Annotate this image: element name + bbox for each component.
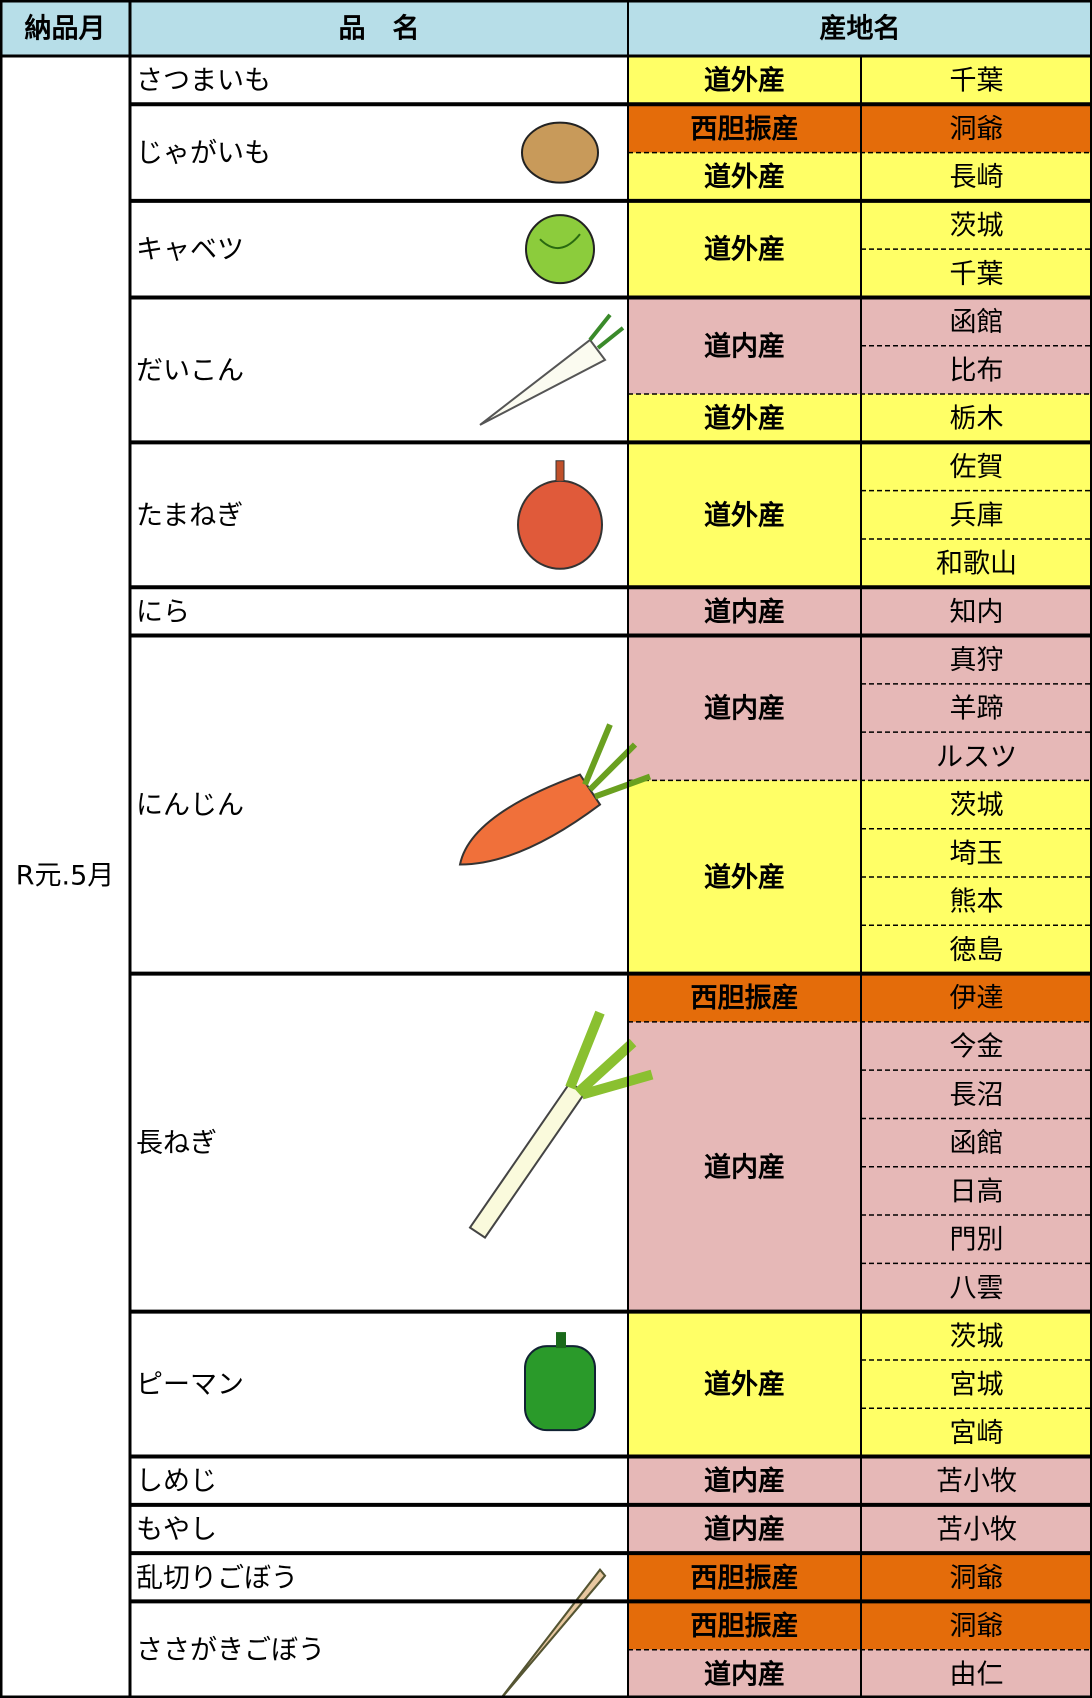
icon bbox=[539, 233, 581, 249]
place: 徳島 bbox=[950, 935, 1004, 966]
place: 洞爺 bbox=[950, 1611, 1004, 1642]
place: ルスツ bbox=[936, 742, 1017, 773]
region: 道外産 bbox=[704, 234, 785, 266]
place: 兵庫 bbox=[950, 500, 1004, 531]
place: 栃木 bbox=[950, 404, 1004, 435]
place: 伊達 bbox=[950, 983, 1004, 1014]
item-name: キャベツ bbox=[136, 235, 244, 266]
region: 道外産 bbox=[704, 161, 785, 193]
item-name: さつまいも bbox=[136, 66, 271, 97]
place: 千葉 bbox=[950, 259, 1004, 290]
place: 真狩 bbox=[950, 645, 1004, 676]
icon bbox=[555, 460, 565, 481]
place: 苫小牧 bbox=[936, 1466, 1017, 1497]
region: 道内産 bbox=[704, 1658, 785, 1690]
region: 西胆振産 bbox=[691, 982, 799, 1014]
region: 道外産 bbox=[704, 862, 785, 894]
item-name: だいこん bbox=[136, 355, 244, 386]
icon bbox=[565, 1010, 654, 1100]
place: 長沼 bbox=[950, 1080, 1004, 1111]
place: 茨城 bbox=[950, 790, 1004, 821]
place: 函館 bbox=[950, 307, 1004, 338]
item-name: しめじ bbox=[136, 1466, 217, 1497]
icon bbox=[517, 479, 603, 570]
item-name: たまねぎ bbox=[136, 500, 243, 531]
icon bbox=[468, 1081, 587, 1239]
place: 長崎 bbox=[950, 162, 1004, 193]
place: 函館 bbox=[950, 1128, 1004, 1159]
icon bbox=[556, 1332, 566, 1349]
place: 八雲 bbox=[950, 1273, 1004, 1304]
region: 道外産 bbox=[704, 403, 785, 435]
place: 埼玉 bbox=[950, 838, 1004, 869]
place: 由仁 bbox=[950, 1659, 1004, 1690]
place: 茨城 bbox=[950, 211, 1004, 242]
place: 洞爺 bbox=[950, 1563, 1004, 1594]
icon bbox=[524, 1345, 596, 1432]
icon bbox=[458, 773, 602, 866]
region: 道内産 bbox=[704, 1151, 785, 1183]
place: 今金 bbox=[950, 1032, 1004, 1063]
place: 知内 bbox=[950, 597, 1004, 628]
item-name: 乱切りごぼう bbox=[136, 1563, 298, 1594]
region: 道内産 bbox=[704, 1465, 785, 1497]
place: 日高 bbox=[950, 1176, 1004, 1207]
region: 道内産 bbox=[704, 596, 785, 628]
icon bbox=[588, 313, 625, 350]
place: 羊蹄 bbox=[950, 693, 1004, 724]
icon bbox=[500, 1568, 607, 1698]
place: 宮崎 bbox=[950, 1418, 1004, 1449]
region: 道内産 bbox=[704, 330, 785, 362]
place: 洞爺 bbox=[950, 114, 1004, 145]
region: 道内産 bbox=[704, 692, 785, 724]
item-name: もやし bbox=[136, 1514, 217, 1545]
item-name: にら bbox=[136, 597, 190, 628]
month: R元.5月 bbox=[16, 861, 115, 892]
item-name: 長ねぎ bbox=[136, 1128, 217, 1159]
header-month: 納品月 bbox=[25, 13, 106, 45]
region: 道外産 bbox=[704, 499, 785, 531]
icon bbox=[525, 214, 595, 285]
place: 和歌山 bbox=[936, 549, 1017, 580]
region: 道外産 bbox=[704, 65, 785, 97]
item-name: ピーマン bbox=[136, 1370, 244, 1401]
place: 苫小牧 bbox=[936, 1514, 1017, 1545]
item-name: にんじん bbox=[136, 790, 244, 821]
item-name: ささがきごぼう bbox=[136, 1635, 325, 1666]
region: 道内産 bbox=[704, 1513, 785, 1545]
icon bbox=[479, 338, 607, 426]
header-origin: 産地名 bbox=[820, 13, 901, 45]
header-item: 品 名 bbox=[339, 13, 420, 45]
item-name: じゃがいも bbox=[136, 138, 271, 169]
place: 茨城 bbox=[950, 1321, 1004, 1352]
region: 西胆振産 bbox=[691, 1610, 799, 1642]
place: 門別 bbox=[950, 1225, 1004, 1256]
region: 道外産 bbox=[704, 1369, 785, 1401]
header-bg bbox=[0, 0, 1092, 56]
place: 宮城 bbox=[950, 1370, 1004, 1401]
place: 千葉 bbox=[950, 66, 1004, 97]
region: 西胆振産 bbox=[691, 113, 799, 145]
icon bbox=[521, 121, 599, 184]
place: 比布 bbox=[950, 355, 1004, 386]
place: 佐賀 bbox=[950, 452, 1004, 483]
region: 西胆振産 bbox=[691, 1562, 799, 1594]
place: 熊本 bbox=[950, 887, 1004, 918]
